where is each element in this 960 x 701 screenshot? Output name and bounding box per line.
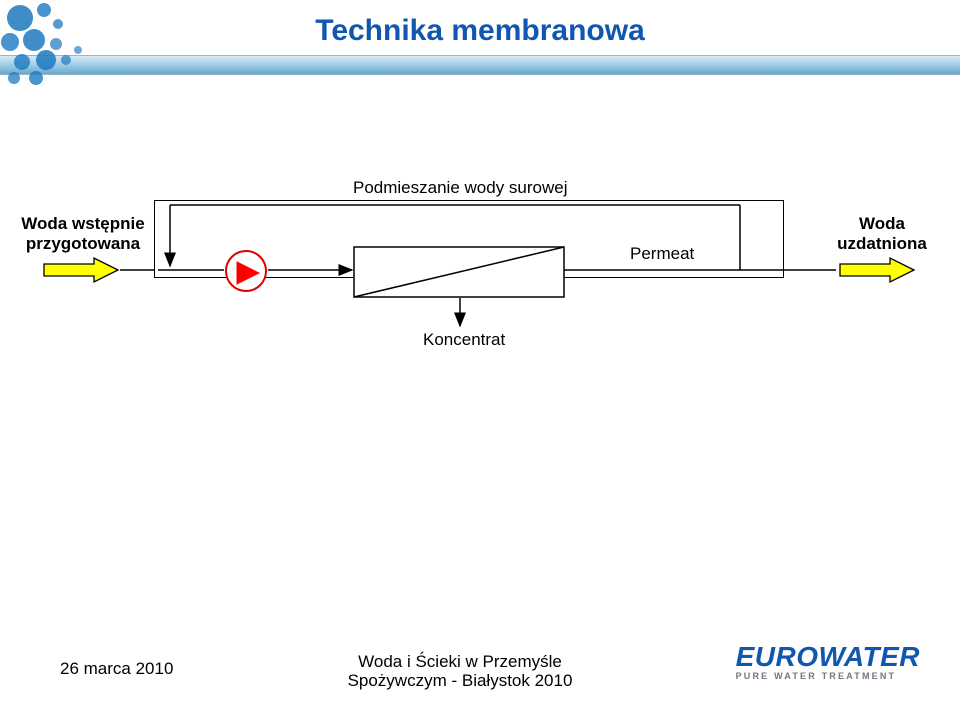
slide-title: Technika membranowa [0,14,960,48]
header-band [0,55,960,75]
footer-title-line1: Woda i Ścieki w Przemyśle [358,652,562,671]
logo-tagline: PURE WATER TREATMENT [736,671,920,681]
footer-title-line2: Spożywczym - Białystok 2010 [348,671,573,690]
membrane-diagram: Woda wstępnie przygotowana Woda uzdatnio… [0,200,960,370]
footer-date: 26 marca 2010 [60,659,173,679]
koncentrat-label: Koncentrat [423,330,505,350]
mixing-label: Podmieszanie wody surowej [353,178,568,198]
eurowater-logo: EUROWATER PURE WATER TREATMENT [736,641,920,681]
footer-title: Woda i Ścieki w Przemyśle Spożywczym - B… [310,652,610,691]
logo-text: EUROWATER [736,641,920,673]
permeat-label: Permeat [630,244,694,264]
